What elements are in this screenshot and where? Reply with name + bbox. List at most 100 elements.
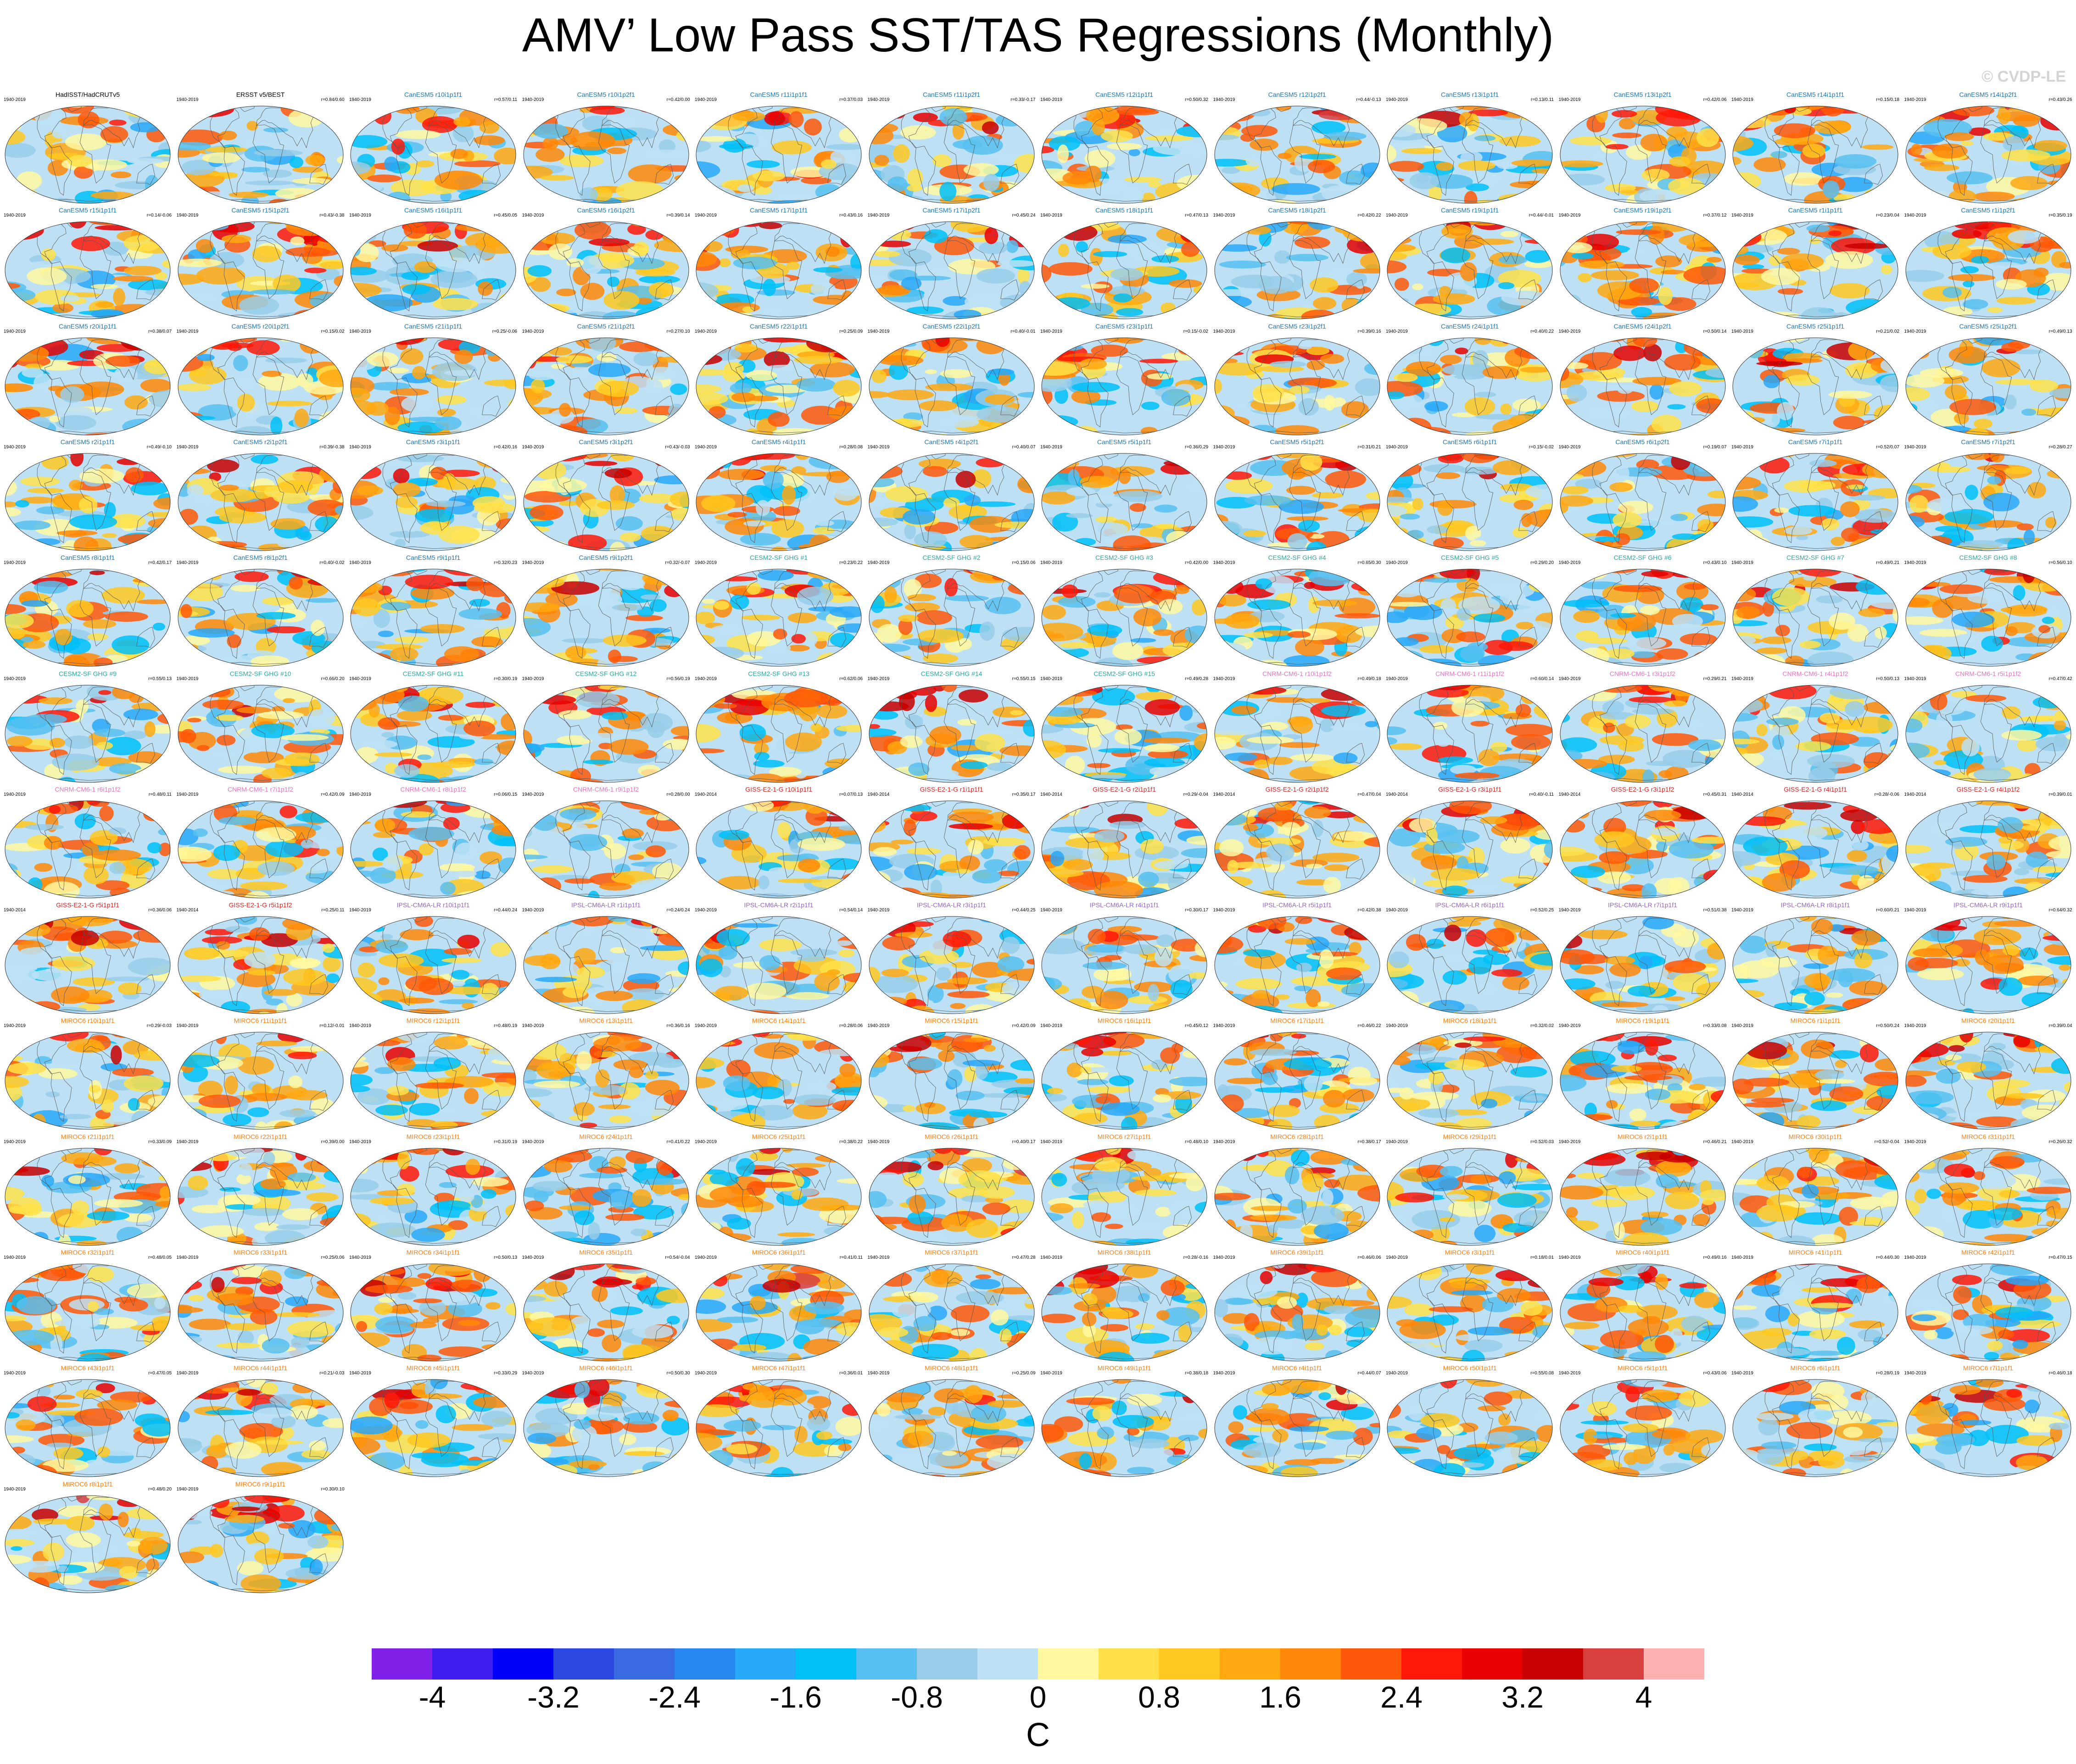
panel-title: CanESM5 r1i1p2f1	[1961, 207, 2015, 214]
panel-period: 1940-2019	[1386, 560, 1408, 566]
anomaly-blob	[1602, 700, 1624, 714]
anomaly-blob	[390, 647, 419, 661]
anomaly-blob	[812, 527, 835, 534]
coastline	[223, 608, 245, 659]
anomaly-blob	[932, 154, 951, 167]
panel-title: CanESM5 r1i1p1f1	[1788, 207, 1843, 214]
anomaly-blob	[1214, 362, 1263, 376]
anomaly-blob	[1618, 500, 1653, 514]
anomaly-blob	[498, 571, 516, 582]
coastline	[1983, 338, 2048, 380]
anomaly-blob	[1469, 540, 1486, 547]
anomaly-blob	[640, 713, 673, 732]
anomaly-blob	[8, 877, 21, 896]
anomaly-blob	[1591, 151, 1611, 159]
coastline	[396, 493, 418, 543]
anomaly-blob	[1525, 250, 1551, 263]
anomaly-blob	[1400, 514, 1420, 520]
anomaly-blob	[430, 761, 475, 768]
panel-title: CanESM5 r6i1p1f1	[1442, 438, 1497, 446]
anomaly-blob	[876, 624, 902, 643]
anomaly-blob	[525, 349, 536, 368]
anomaly-blob	[1587, 405, 1629, 420]
anomaly-blob	[1966, 704, 1978, 709]
coastline	[584, 569, 600, 575]
anomaly-blob	[184, 293, 217, 303]
anomaly-blob	[1049, 262, 1093, 276]
anomaly-blob	[374, 107, 391, 125]
anomaly-blob	[253, 149, 303, 156]
anomaly-blob	[2050, 337, 2071, 354]
anomaly-blob	[128, 158, 164, 164]
anomaly-blob	[16, 171, 42, 190]
map-border	[1905, 685, 2071, 782]
anomaly-blob	[162, 259, 170, 269]
anomaly-blob	[1618, 117, 1635, 129]
panel-period: 1940-2019	[4, 213, 26, 218]
coastline	[770, 703, 803, 763]
anomaly-blob	[64, 735, 94, 749]
anomaly-blob	[1736, 421, 1762, 435]
anomaly-blob	[1022, 719, 1034, 737]
anomaly-blob	[5, 541, 24, 551]
anomaly-blob	[1195, 230, 1207, 249]
map-svg	[1905, 685, 2071, 782]
coastline	[1778, 262, 1800, 312]
panel-pattern-correlation: r=0.29/0.21	[1703, 676, 1727, 681]
anomaly-blob	[1997, 106, 2011, 124]
anomaly-blob	[140, 378, 170, 392]
anomaly-blob	[1750, 196, 1775, 203]
coastline	[79, 240, 112, 300]
anomaly-blob	[612, 604, 644, 611]
map-panel: CanESM5 r16i1p2f1 1940-2019 r=0.39/0.14	[521, 207, 691, 322]
panel-period: 1940-2019	[867, 444, 890, 450]
map-svg	[1732, 685, 1898, 782]
anomaly-blob	[144, 775, 165, 782]
anomaly-blob	[1042, 536, 1060, 548]
map-svg	[869, 106, 1034, 204]
panel-period: 1940-2019	[4, 676, 26, 681]
anomaly-blob	[320, 430, 343, 435]
anomaly-blob	[454, 160, 501, 167]
coastline	[1621, 569, 1637, 575]
coastline	[770, 472, 803, 531]
coastline	[774, 222, 838, 264]
anomaly-blob	[112, 685, 137, 699]
anomaly-blob	[1409, 172, 1440, 190]
coastline	[1983, 569, 2048, 612]
anomaly-blob	[1733, 302, 1745, 317]
anomaly-blob	[874, 155, 889, 166]
anomaly-blob	[94, 728, 125, 737]
anomaly-blob	[368, 780, 408, 782]
anomaly-blob	[1436, 162, 1454, 171]
anomaly-blob	[901, 277, 921, 290]
anomaly-blob	[322, 107, 343, 115]
coastline	[1120, 222, 1184, 264]
anomaly-blob	[869, 199, 889, 203]
anomaly-blob	[1223, 471, 1252, 480]
anomaly-blob	[232, 378, 259, 389]
anomaly-blob	[869, 195, 895, 203]
anomaly-blob	[488, 569, 501, 580]
anomaly-blob	[1566, 384, 1587, 402]
anomaly-blob	[1560, 195, 1579, 203]
anomaly-blob	[351, 636, 357, 651]
anomaly-blob	[258, 373, 301, 391]
panel-pattern-correlation: r=0.14/-0.06	[146, 213, 172, 218]
anomaly-blob	[869, 305, 893, 319]
anomaly-blob	[1387, 504, 1407, 517]
map-svg	[523, 569, 689, 667]
anomaly-blob	[2042, 617, 2054, 624]
anomaly-blob	[1098, 748, 1141, 753]
coastline	[1116, 703, 1148, 763]
anomaly-blob	[5, 383, 33, 392]
anomaly-blob	[1137, 656, 1186, 664]
anomaly-blob	[523, 743, 545, 753]
anomaly-blob	[1309, 277, 1339, 293]
anomaly-blob	[1536, 106, 1552, 119]
anomaly-blob	[1862, 419, 1898, 424]
anomaly-blob	[1573, 337, 1586, 346]
anomaly-blob	[530, 277, 551, 292]
anomaly-blob	[943, 296, 968, 306]
anomaly-blob	[1074, 538, 1096, 546]
